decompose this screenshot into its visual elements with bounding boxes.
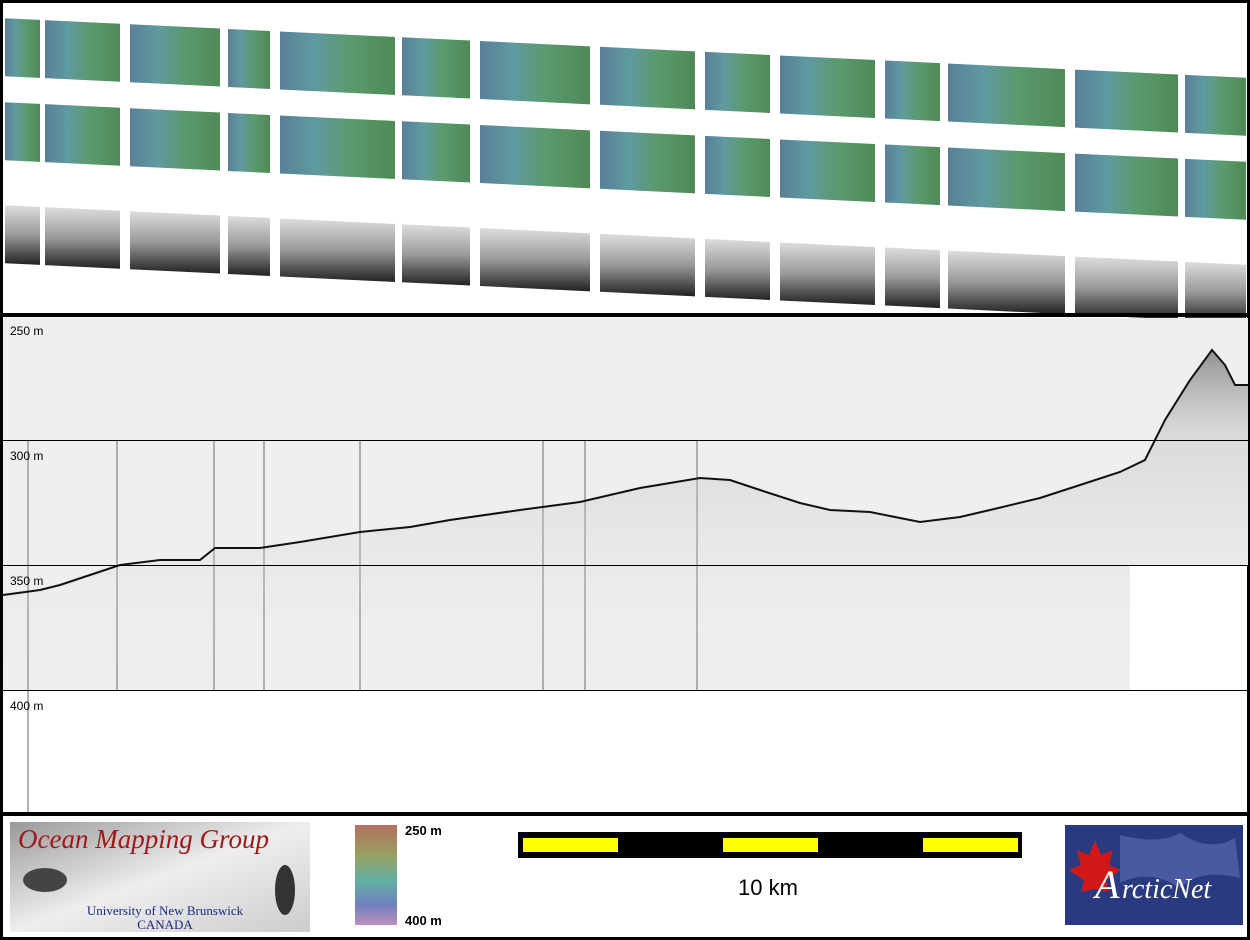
swath [1185, 74, 1246, 136]
swath [1075, 69, 1178, 133]
swath [948, 147, 1065, 212]
swath [5, 205, 40, 265]
logo-line: CANADA [137, 917, 193, 932]
swath [228, 28, 270, 89]
swath [280, 31, 395, 95]
swath [1185, 261, 1246, 323]
subbottom [3, 350, 1248, 690]
divider [0, 313, 1250, 317]
swath [480, 41, 590, 105]
swath [780, 242, 875, 305]
swath [600, 233, 695, 297]
swath [885, 247, 940, 309]
swath [480, 228, 590, 292]
swath [1075, 256, 1178, 320]
colorbar-label: 400 m [405, 913, 442, 928]
swath [402, 121, 470, 183]
swath [885, 60, 940, 122]
logo-line: University of New Brunswick [87, 903, 244, 918]
ocean-mapping-logo: Ocean Mapping Group University of New Br… [10, 822, 310, 932]
swath [705, 135, 770, 197]
swath [780, 55, 875, 118]
swath [280, 115, 395, 179]
swath [130, 24, 220, 87]
scale-segment [723, 838, 818, 852]
swath [5, 102, 40, 162]
logo-initial: A [1092, 862, 1120, 907]
swath [5, 18, 40, 78]
swath [45, 207, 120, 269]
swath [45, 104, 120, 166]
swath [280, 218, 395, 282]
logo-icon [275, 865, 295, 915]
swath [45, 20, 120, 82]
logo-title: Ocean Mapping Group [18, 824, 269, 854]
swath [402, 37, 470, 99]
swath [705, 238, 770, 300]
swath-mosaic [5, 18, 1246, 323]
colorbar-label: 250 m [405, 823, 442, 838]
swath [402, 224, 470, 286]
colorbar [355, 825, 397, 925]
swath [130, 108, 220, 171]
scale-segment [523, 838, 618, 852]
logo-text: rcticNet [1122, 874, 1212, 905]
swath [1075, 153, 1178, 217]
depth-label: 250 m [10, 324, 43, 338]
maple-leaf [1069, 840, 1121, 892]
swath [885, 144, 940, 206]
swath [480, 125, 590, 189]
seafloor-profile [2, 348, 1248, 596]
swath [600, 46, 695, 110]
scale-label: 10 km [738, 875, 798, 900]
depth-label: 300 m [10, 449, 43, 463]
swath [130, 211, 220, 274]
depth-grid [3, 440, 1248, 691]
logo-map [1120, 833, 1240, 888]
swath [228, 112, 270, 173]
swath [600, 130, 695, 194]
swath [1185, 158, 1246, 220]
depth-label: 400 m [10, 699, 43, 713]
swath [780, 139, 875, 202]
swath [948, 250, 1065, 315]
logo-icon [23, 868, 67, 892]
scale-segment [923, 838, 1018, 852]
arcticnet-logo: A rcticNet [1065, 825, 1243, 925]
swath [948, 63, 1065, 128]
depth-label: 350 m [10, 574, 43, 588]
swath [228, 215, 270, 276]
swath [705, 51, 770, 113]
divider [0, 812, 1250, 816]
